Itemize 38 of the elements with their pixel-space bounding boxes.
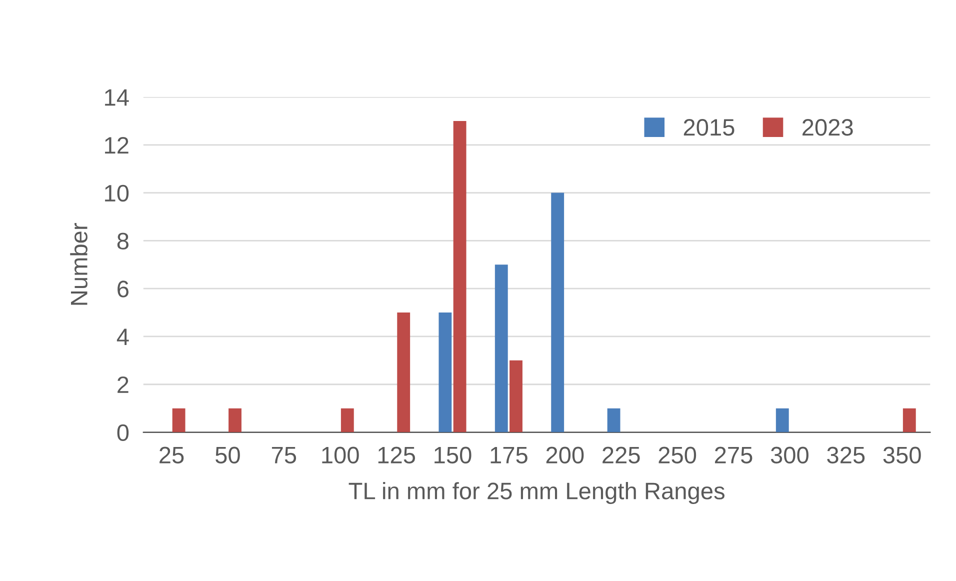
x-tick-label: 75: [272, 447, 296, 464]
y-tick-label: 6: [118, 280, 128, 298]
x-tick-label: 350: [883, 446, 921, 464]
bar: [453, 120, 466, 432]
x-tick-label: 50: [216, 446, 240, 464]
bar: [340, 408, 354, 432]
bar: [172, 408, 186, 432]
x-tick-label: 25: [160, 446, 184, 464]
bar: [551, 192, 564, 432]
y-tick-label: 14: [105, 89, 129, 106]
y-tick-label: 0: [117, 424, 129, 442]
bar: [510, 360, 522, 432]
bar: [494, 264, 508, 432]
y-axis-title: Number: [70, 223, 88, 305]
y-tick-label: 10: [105, 184, 129, 202]
y-tick-label: 12: [105, 136, 128, 154]
bar: [228, 408, 242, 432]
bar: [607, 408, 620, 432]
x-tick-label: 300: [770, 446, 808, 464]
x-tick-label: 100: [322, 446, 359, 464]
x-axis-title: TL in mm for 25 mm Length Ranges: [348, 482, 724, 504]
bar: [776, 408, 789, 432]
x-tick-label: 275: [714, 446, 752, 464]
y-tick-label: 8: [117, 232, 128, 250]
legend-label: 2023: [802, 119, 853, 136]
legend-label: 2015: [684, 119, 734, 136]
bar: [438, 312, 452, 432]
y-tick-label: 2: [118, 376, 128, 393]
bar: [902, 408, 916, 432]
x-tick-label: 125: [378, 446, 416, 464]
x-tick-label: 175: [490, 447, 528, 464]
x-tick-label: 250: [658, 446, 696, 464]
x-tick-label: 150: [434, 446, 472, 464]
x-tick-label: 200: [546, 446, 584, 464]
x-tick-label: 225: [602, 446, 640, 464]
bar: [397, 312, 410, 432]
x-tick-label: 325: [827, 446, 865, 464]
y-tick-label: 4: [116, 328, 129, 346]
